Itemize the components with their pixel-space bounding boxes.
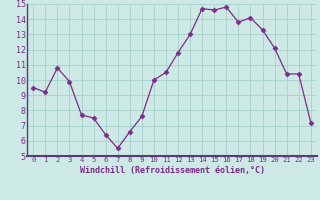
X-axis label: Windchill (Refroidissement éolien,°C): Windchill (Refroidissement éolien,°C) (79, 166, 265, 175)
